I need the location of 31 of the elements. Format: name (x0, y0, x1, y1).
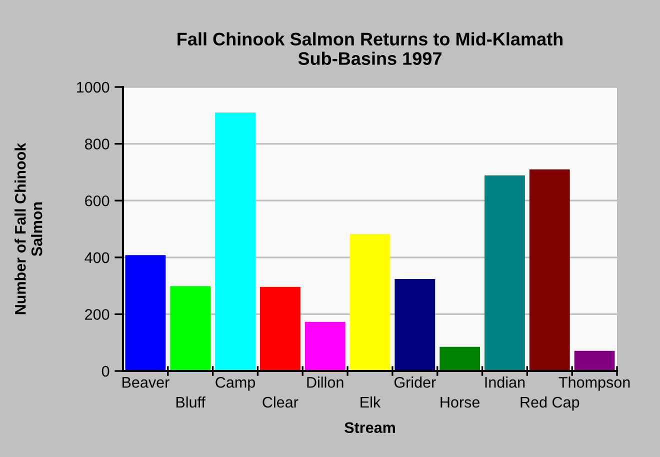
x-tick-label: Indian (485, 376, 525, 388)
y-tick-label: 600 (85, 195, 110, 206)
y-tick-label: 800 (84, 138, 110, 150)
chart-title: Fall Chinook Salmon Returns to Mid-Klamath Sub-Basins 1997 (178, 32, 562, 65)
y-tick-label: 1000 (76, 82, 110, 93)
bar (304, 322, 346, 371)
bar (394, 278, 436, 371)
y-tick-label: 200 (85, 309, 110, 320)
bar (260, 286, 300, 371)
x-tick-label: Camp (216, 376, 256, 391)
x-tick-label: Horse (440, 396, 480, 408)
bar (170, 286, 211, 371)
bar (350, 234, 390, 371)
bar (440, 346, 480, 371)
bar (125, 255, 166, 371)
y-tick-label: 400 (84, 252, 110, 264)
y-tick-label: 0 (102, 366, 110, 377)
x-tick-label: Beaver (122, 377, 170, 388)
x-tick-label: Clear (262, 396, 298, 408)
x-axis-title: Stream (344, 422, 395, 434)
y-axis-title: Number of Fall Chinook Salmon (14, 142, 42, 314)
x-tick-label: Dillon (307, 376, 344, 388)
x-tick-label: Bluff (176, 396, 206, 408)
bar (529, 169, 570, 371)
x-tick-label: Thompson (558, 376, 630, 391)
x-tick-label: Red Cap (520, 396, 580, 411)
x-tick-label: Elk (360, 396, 381, 408)
bar (484, 175, 525, 371)
bar (574, 350, 615, 371)
x-tick-label: Grider (394, 376, 436, 388)
bar (215, 112, 256, 371)
